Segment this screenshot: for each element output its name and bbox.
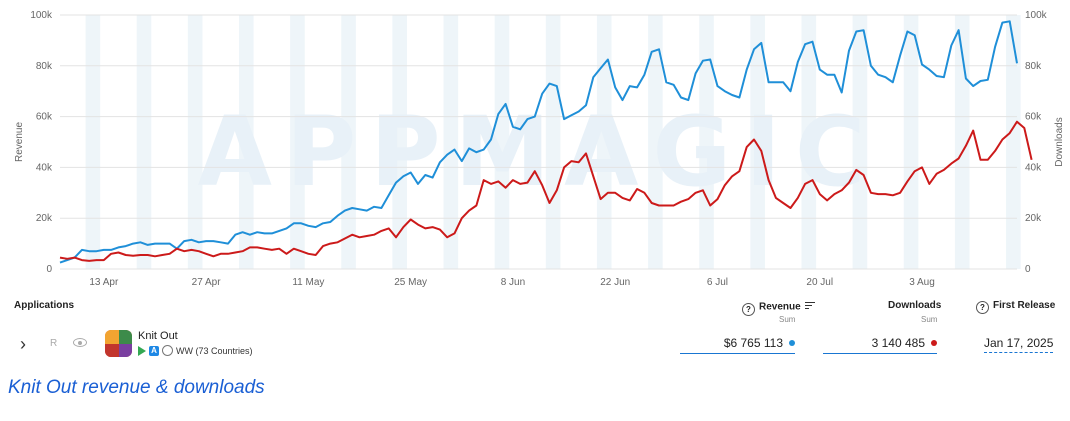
y-left-axis-title: Revenue (14, 122, 25, 162)
weekend-band (443, 15, 459, 269)
weekend-band (596, 15, 612, 269)
platforms: A WW (73 Countries) (138, 345, 253, 356)
weekend-band (136, 15, 152, 269)
first-release-value: Jan 17, 2025 (984, 336, 1054, 353)
x-tick-label: 3 Aug (909, 277, 935, 288)
app-name[interactable]: Knit Out (138, 330, 178, 342)
header-first-release[interactable]: ? First Release (976, 300, 1055, 314)
y-right-axis-title: Downloads (1054, 117, 1065, 166)
help-icon[interactable]: ? (976, 301, 989, 314)
revenue-value: $6 765 113 (723, 336, 783, 350)
weekend-band (1006, 15, 1021, 269)
header-revenue[interactable]: ? Revenue (742, 300, 815, 316)
caption-link[interactable]: Knit Out revenue & downloads (8, 377, 265, 398)
y-left-tick-label: 100k (30, 10, 53, 21)
eye-icon[interactable] (73, 338, 87, 347)
y-right-tick-label: 80k (1025, 61, 1042, 72)
y-left-tick-label: 20k (36, 213, 53, 224)
weekend-band (852, 15, 868, 269)
region-label: WW (73 Countries) (176, 345, 253, 356)
weekend-band (494, 15, 510, 269)
x-tick-label: 20 Jul (806, 277, 833, 288)
y-right-tick-label: 100k (1025, 10, 1048, 21)
globe-icon (162, 345, 173, 356)
x-tick-label: 25 May (394, 277, 427, 288)
y-right-tick-label: 0 (1025, 264, 1031, 275)
series-line-revenue (59, 20, 1018, 264)
y-right-tick-label: 40k (1025, 162, 1042, 173)
x-tick-label: 6 Jul (707, 277, 728, 288)
header-downloads[interactable]: Downloads (888, 300, 942, 311)
x-tick-label: 13 Apr (89, 277, 119, 288)
downloads-cell: 3 140 485 (823, 336, 937, 354)
y-right-tick-label: 20k (1025, 213, 1042, 224)
app-store-icon: A (149, 345, 159, 356)
header-revenue-sub: Sum (779, 315, 796, 324)
downloads-value: 3 140 485 (871, 336, 925, 350)
y-left-tick-label: 0 (46, 264, 52, 275)
google-play-icon (138, 345, 146, 356)
line-chart: APPMAGIC 0 20k 40k 60k 80k 100k 0 20k 40k 60k 80k 10… (14, 10, 1065, 288)
applications-table: Applications ? Revenue Sum Downloads Sum … (0, 296, 1070, 366)
revenue-cell: $6 765 113 (680, 336, 795, 354)
x-tick-label: 8 Jun (501, 277, 525, 288)
weekend-band (290, 15, 305, 269)
x-tick-label: 22 Jun (600, 277, 630, 288)
revenue-dot-icon (789, 340, 795, 346)
x-tick-label: 11 May (292, 277, 324, 288)
weekend-band (801, 15, 817, 269)
table-row[interactable]: › R Knit Out A WW (73 Countries) $6 765 … (0, 330, 1070, 360)
downloads-dot-icon (931, 340, 937, 346)
y-left-tick-label: 60k (36, 112, 53, 123)
app-icon[interactable] (105, 330, 132, 357)
weekend-band (392, 15, 408, 269)
weekend-band (750, 15, 765, 269)
x-tick-label: 27 Apr (192, 277, 222, 288)
weekend-band (903, 15, 919, 269)
y-left-tick-label: 80k (36, 61, 53, 72)
weekend-band (545, 15, 561, 269)
weekend-band (238, 15, 254, 269)
sort-icon[interactable] (804, 300, 815, 311)
watermark-text: APPMAGIC (198, 96, 880, 208)
header-applications: Applications (14, 300, 75, 311)
weekend-band (85, 15, 101, 269)
weekend-band (341, 15, 356, 269)
series-line-downloads (59, 120, 1033, 262)
rank-label[interactable]: R (50, 338, 58, 349)
chevron-right-icon[interactable]: › (20, 334, 26, 354)
header-first-release-label: First Release (993, 300, 1056, 311)
header-revenue-label: Revenue (759, 301, 801, 313)
help-icon[interactable]: ? (742, 302, 755, 316)
y-right-tick-label: 60k (1025, 112, 1042, 123)
y-left-tick-label: 40k (36, 162, 53, 173)
weekend-band (187, 15, 203, 269)
header-downloads-sub: Sum (921, 315, 938, 324)
